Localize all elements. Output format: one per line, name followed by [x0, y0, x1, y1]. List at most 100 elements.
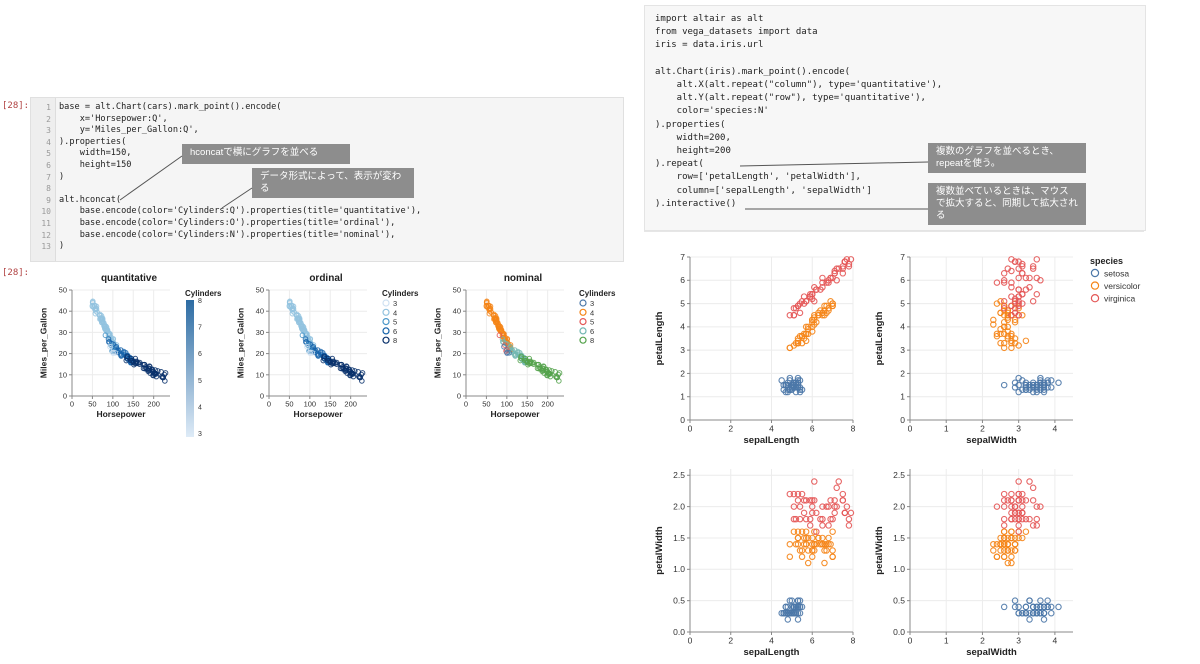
x-tick-label: 2 — [980, 424, 985, 434]
y-tick-label: 1 — [900, 392, 905, 402]
data-point — [1022, 515, 1030, 523]
data-point — [352, 368, 358, 374]
data-point — [541, 370, 547, 376]
y-tick-label: 0 — [260, 392, 264, 401]
x-tick-label: 4 — [1053, 636, 1058, 646]
data-point — [321, 355, 327, 361]
y-axis-title: petalLength — [654, 311, 665, 365]
y-tick-label: 20 — [453, 349, 461, 358]
y-axis-title: petalWidth — [874, 526, 885, 575]
legend-label: 5 — [198, 378, 202, 385]
x-tick-label: 150 — [324, 400, 337, 409]
data-point — [483, 299, 490, 306]
y-tick-label: 40 — [453, 307, 461, 316]
data-point — [1026, 609, 1033, 617]
data-point — [1008, 339, 1015, 347]
y-tick-label: 7 — [900, 252, 905, 262]
y-tick-label: 10 — [256, 370, 264, 379]
data-point — [1000, 547, 1008, 554]
data-point — [539, 365, 546, 371]
legend-label: 3 — [198, 431, 202, 438]
line-number: 5 — [46, 149, 51, 159]
data-point — [1004, 559, 1012, 567]
data-point — [1026, 597, 1033, 604]
data-point — [790, 609, 798, 617]
data-point — [1011, 335, 1019, 342]
data-point — [1011, 540, 1019, 548]
data-point — [786, 540, 794, 548]
data-point — [819, 503, 826, 510]
legend-symbol — [579, 308, 587, 316]
data-point — [1015, 342, 1022, 349]
data-point — [831, 509, 838, 517]
data-point — [829, 547, 836, 554]
data-point — [778, 609, 785, 617]
data-point — [1015, 609, 1022, 617]
y-tick-label: 40 — [256, 307, 264, 316]
data-point — [825, 503, 832, 510]
y-tick-label: 3 — [900, 345, 905, 355]
data-point — [811, 528, 818, 535]
data-point — [112, 350, 118, 356]
data-point — [829, 553, 836, 561]
data-point — [1008, 344, 1015, 352]
x-tick-label: 0 — [908, 636, 913, 646]
data-point — [1008, 256, 1015, 263]
data-point — [790, 379, 798, 386]
data-point — [117, 347, 124, 353]
data-point — [800, 509, 808, 517]
y-tick-label: 0 — [63, 392, 67, 401]
data-point — [1040, 603, 1048, 611]
data-point — [790, 381, 798, 389]
data-point — [811, 311, 818, 319]
data-point — [829, 528, 836, 535]
legend-symbol — [1090, 268, 1100, 278]
data-point — [821, 302, 828, 310]
data-point — [496, 332, 503, 339]
legend-symbol — [382, 336, 390, 344]
data-point — [833, 484, 840, 492]
data-point — [1008, 547, 1015, 554]
legend-label: 5 — [590, 318, 594, 327]
data-point — [808, 291, 816, 298]
data-point — [342, 365, 349, 371]
data-point — [1033, 256, 1041, 263]
data-point — [792, 609, 800, 617]
data-point — [786, 374, 794, 382]
y-tick-label: 1.0 — [673, 564, 685, 574]
data-point — [1000, 534, 1008, 542]
y-tick-label: 3 — [680, 345, 685, 355]
data-point — [1029, 497, 1037, 504]
data-point — [1004, 540, 1012, 548]
code-cell-hconcat[interactable]: 1 2 3 4 5 6 7 8 9 10 11 12 13 base = alt.Chart(cars)… — [30, 97, 624, 262]
data-point — [833, 503, 840, 510]
data-point — [1008, 553, 1015, 561]
y-tick-label: 30 — [453, 328, 461, 337]
x-axis-title: Horsepower — [490, 409, 540, 419]
data-point — [819, 515, 826, 523]
y-tick-label: 40 — [59, 307, 67, 316]
data-point — [1004, 323, 1012, 331]
data-point — [802, 497, 810, 504]
data-point — [1000, 277, 1008, 284]
chart-title: ordinal — [309, 273, 343, 284]
y-tick-label: 0 — [680, 415, 685, 425]
x-tick-label: 0 — [464, 400, 468, 409]
data-point — [1037, 374, 1044, 382]
data-point — [1022, 381, 1030, 389]
data-point — [831, 270, 838, 277]
x-axis-title: sepalWidth — [966, 435, 1017, 446]
data-point — [518, 355, 524, 361]
data-point — [556, 378, 562, 384]
data-point — [99, 316, 106, 323]
y-axis-title: Miles_per_Gallon — [433, 308, 443, 378]
data-point — [790, 515, 798, 523]
data-point — [829, 515, 836, 523]
data-point — [1026, 616, 1033, 623]
data-point — [827, 540, 834, 548]
data-point — [790, 528, 798, 535]
repeat-panel-petalLength-vs-sepalWidth: 0 1 2 3 4 0 1 2 3 4 5 6 7 sepalWidth petalLength — [874, 252, 1073, 446]
data-point — [493, 319, 499, 326]
data-point — [792, 515, 800, 523]
